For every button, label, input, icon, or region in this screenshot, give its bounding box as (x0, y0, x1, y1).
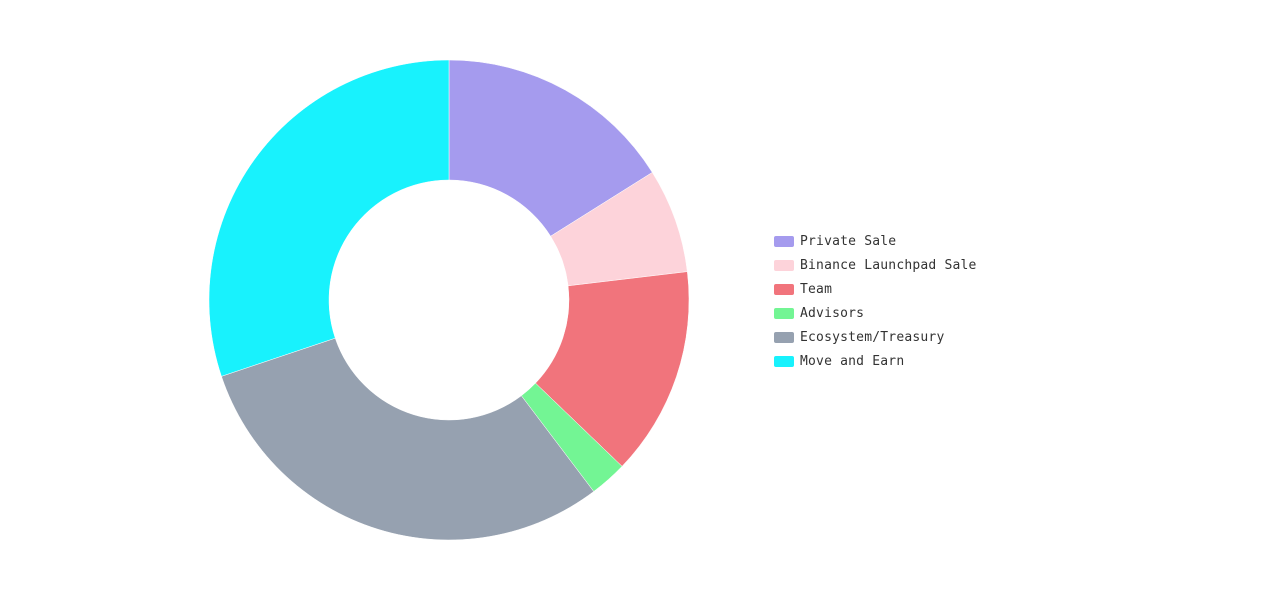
legend-item-private-sale[interactable]: Private Sale (774, 229, 977, 253)
slice-private-sale[interactable] (448, 59, 653, 237)
legend-swatch (774, 259, 794, 271)
legend-item-move-and-earn[interactable]: Move and Earn (774, 349, 977, 373)
legend-label: Ecosystem/Treasury (800, 329, 945, 345)
legend-item-ecosystem-treasury[interactable]: Ecosystem/Treasury (774, 325, 977, 349)
legend-swatch (774, 283, 794, 295)
legend: Private Sale Binance Launchpad Sale Team Ad… (774, 229, 977, 373)
legend-item-binance-launchpad-sale[interactable]: Binance Launchpad Sale (774, 253, 977, 277)
legend-item-advisors[interactable]: Advisors (774, 301, 977, 325)
slice-move-and-earn[interactable] (208, 59, 450, 377)
legend-item-team[interactable]: Team (774, 277, 977, 301)
donut-slices (208, 59, 690, 541)
legend-swatch (774, 307, 794, 319)
slice-team[interactable] (535, 271, 690, 467)
legend-swatch (774, 331, 794, 343)
legend-label: Advisors (800, 305, 865, 321)
legend-swatch (774, 235, 794, 247)
legend-label: Team (800, 281, 833, 297)
legend-swatch (774, 355, 794, 367)
legend-label: Move and Earn (800, 353, 905, 369)
slice-ecosystem-treasury[interactable] (221, 337, 595, 541)
legend-label: Private Sale (800, 233, 897, 249)
legend-label: Binance Launchpad Sale (800, 257, 977, 273)
